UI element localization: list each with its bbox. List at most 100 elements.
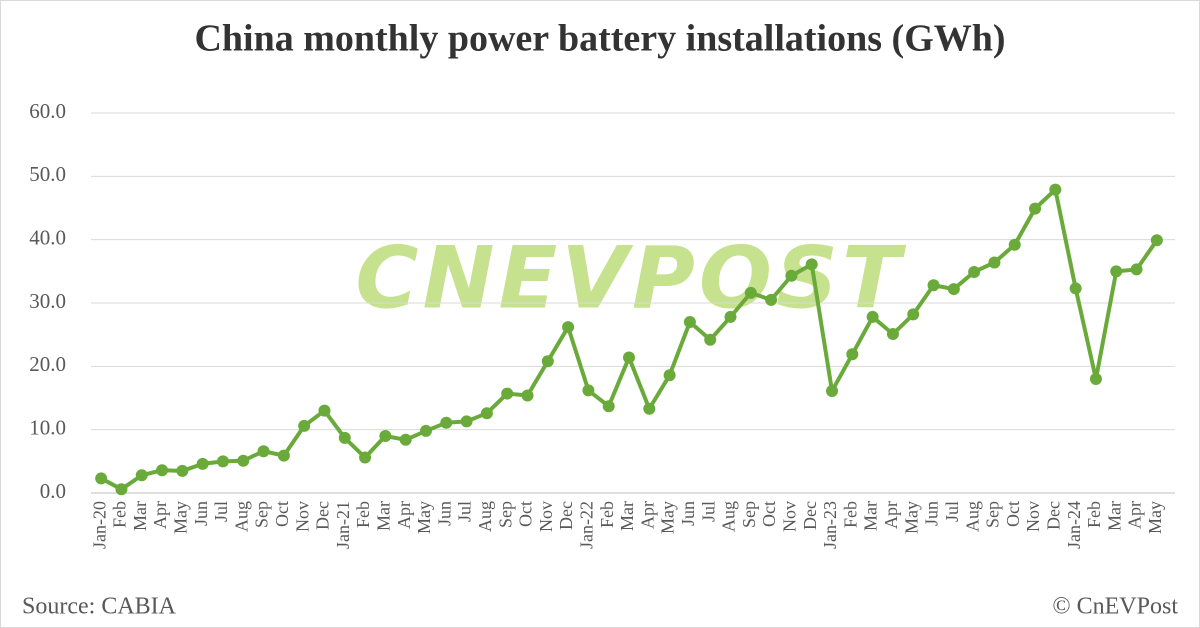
marker [968,265,981,278]
y-tick-label: 40.0 [29,225,66,249]
marker [907,308,920,321]
x-tick-label: Aug [475,501,495,532]
credit: © CnEVPost [1052,594,1178,620]
x-tick-label: Feb [353,501,373,528]
x-tick-label: Mar [130,501,150,531]
marker [379,430,392,442]
marker [1049,183,1062,196]
x-tick-label: Apr [150,501,170,529]
marker [1130,263,1143,276]
marker [704,333,717,346]
x-tick-label: Apr [881,501,901,529]
marker [440,416,453,429]
chart-title: China monthly power battery installation… [194,18,1005,60]
source: Source: CABIA [22,594,177,620]
x-tick-label: Mar [374,501,394,531]
x-tick-label: Jan-23 [820,501,840,549]
x-tick-label: Mar [1104,501,1124,531]
marker [460,415,473,428]
x-tick-label: Dec [313,501,333,530]
x-tick-label: Mar [861,501,881,531]
marker [623,351,635,364]
x-tick-label: May [1145,501,1165,534]
y-tick-label: 0.0 [40,479,66,503]
marker [765,293,778,306]
x-tick-label: Dec [800,501,820,530]
x-tick-label: Dec [1043,501,1063,530]
x-tick-label: Jun [191,501,211,526]
marker [785,269,798,282]
marker [277,449,290,462]
marker [399,433,412,446]
x-tick-label: Jul [455,501,475,522]
x-tick-label: Oct [516,501,536,527]
marker [744,286,757,299]
marker [419,424,432,437]
marker [1089,373,1102,385]
marker [95,472,108,485]
marker [562,321,575,334]
x-tick-label: Sep [739,501,759,528]
x-tick-label: Oct [272,501,292,527]
x-tick-label: May [414,501,434,534]
x-tick-label: Sep [495,501,515,528]
marker [886,328,899,341]
marker [480,407,493,420]
marker [866,310,879,323]
x-tick-label: Jul [211,501,231,522]
marker [196,457,209,470]
watermark: CNEVPOST [355,228,906,328]
x-tick-label: May [901,501,921,534]
x-tick-label: Apr [1125,501,1145,529]
marker [724,310,737,323]
marker [318,404,331,417]
x-tick-label: Jan-21 [333,501,353,549]
x-tick-label: Nov [1023,501,1043,532]
marker [1150,234,1163,247]
y-tick-label: 20.0 [29,352,66,376]
x-tick-label: Jul [942,501,962,522]
y-tick-label: 50.0 [29,162,66,186]
x-tick-label: Jan-22 [577,501,597,549]
x-tick-label: May [170,501,190,534]
x-tick-label: Jun [434,501,454,526]
x-tick-label: Oct [1003,501,1023,527]
y-tick-label: 60.0 [29,99,66,123]
marker [602,400,615,413]
marker [541,355,554,368]
marker [663,369,676,382]
x-tick-label: May [658,501,678,534]
y-tick-label: 10.0 [29,415,66,439]
marker [805,258,818,271]
marker [1029,202,1042,215]
x-tick-label: Nov [292,501,312,532]
x-tick-label: Feb [597,501,617,528]
x-tick-label: Apr [394,501,414,529]
x-tick-label: Jul [698,501,718,522]
marker [237,454,250,467]
marker [846,348,859,361]
x-tick-label: Sep [252,501,272,528]
marker [683,316,696,328]
x-tick-label: Sep [983,501,1003,528]
marker [643,402,656,415]
x-tick-label: Nov [536,501,556,532]
x-tick-label: Jan-24 [1064,501,1084,549]
x-tick-label: Jun [922,501,942,526]
x-tick-label: Aug [962,501,982,532]
x-tick-label: Nov [780,501,800,532]
marker [156,464,169,477]
x-tick-label: Dec [556,501,576,530]
x-tick-label: Jun [678,501,698,526]
marker [1008,238,1021,251]
marker [927,279,940,292]
marker [1069,282,1082,295]
marker [501,387,514,400]
marker [298,419,311,432]
x-tick-label: Oct [759,501,779,527]
marker [582,384,595,397]
marker [947,283,960,296]
x-tick-label: Aug [719,501,739,532]
x-tick-label: Jan-20 [89,501,109,549]
